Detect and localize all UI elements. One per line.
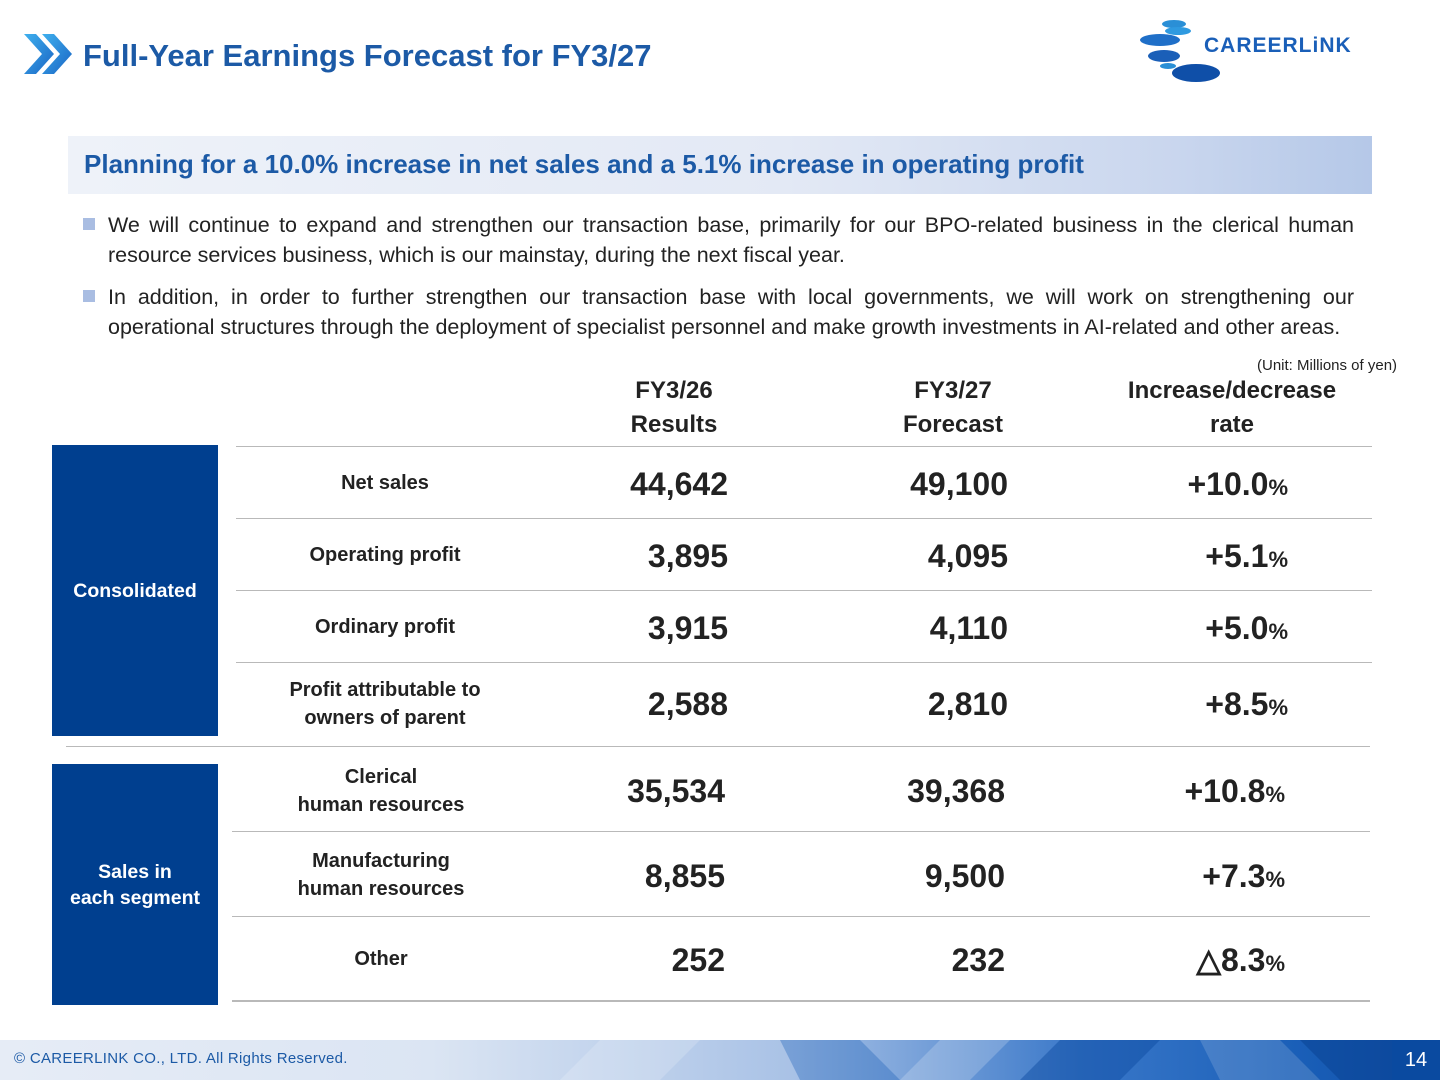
bullet-text-1: We will continue to expand and strengthe… [108,213,1354,267]
value-manufacturing-fy26: 8,855 [644,858,725,894]
row-label-net-sales: Net sales [341,471,429,494]
row-label-other: Other [354,948,408,970]
bullet-marker [83,290,95,302]
percent-sign: % [1265,951,1285,976]
value-other-fy26: 252 [671,942,725,978]
rate-operating-profit: +5.1% [1100,536,1288,580]
logo-wordmark: CAREERLiNK [1204,34,1352,57]
label-line: Manufacturing [312,849,450,872]
column-header-rate: Increase/decrease rate [1092,374,1372,442]
row-label-ordinary-profit: Ordinary profit [314,615,455,638]
rate-value: +10.8 [1184,773,1266,809]
value-operating-profit-fy27: 4,095 [927,538,1008,574]
rate-value: +5.1 [1205,538,1269,574]
table-rule [236,590,1372,591]
bullet-text-2: In addition, in order to further strengt… [108,285,1354,339]
label-line: Clerical [344,765,418,788]
column-header-line: FY3/27 [914,377,992,404]
double-chevron-icon [24,34,72,74]
table-rule [236,518,1372,519]
label-line: human resources [297,877,465,900]
table-rule [236,446,1372,447]
percent-sign: % [1268,475,1288,500]
column-header-line: FY3/26 [635,377,713,404]
value-net-sales-fy27: 49,100 [910,466,1008,502]
copyright-text: © CAREERLINK CO., LTD. All Rights Reserv… [14,1050,348,1067]
careerlink-logo: CAREERLiNK [1138,18,1378,88]
logo-icon [1140,20,1220,82]
table-rule [232,916,1370,917]
row-label-profit-attributable: Profit attributable to owners of parent [240,663,530,745]
label-line: human resources [297,793,465,816]
footer-bar [0,1040,1440,1080]
rate-value: +10.0 [1187,466,1269,502]
percent-sign: % [1268,619,1288,644]
rate-value: △8.3 [1196,942,1266,978]
rate-clerical: +10.8% [1097,771,1285,815]
rate-ordinary-profit: +5.0% [1100,608,1288,652]
rate-other: △8.3% [1097,940,1285,984]
value-clerical-fy27: 39,368 [907,773,1005,809]
consolidated-label: Consolidated [52,445,218,736]
row-label-operating-profit: Operating profit [309,543,461,566]
summary-headline: Planning for a 10.0% increase in net sal… [84,149,1084,179]
value-net-sales-fy26: 44,642 [630,466,728,502]
rate-profit-attributable: +8.5% [1100,684,1288,728]
value-manufacturing-fy27: 9,500 [924,858,1005,894]
percent-sign: % [1268,547,1288,572]
page-number: 14 [1392,1040,1440,1080]
section-divider [66,746,1370,747]
column-header-fy26: FY3/26 Results [574,374,774,442]
summary-band [68,136,1372,194]
segments-label: Sales in each segment [52,764,218,1005]
column-header-line: Results [630,411,718,438]
bullet-marker [83,218,95,230]
column-header-line: rate [1209,411,1255,438]
row-label-manufacturing: Manufacturing human resources [236,833,526,916]
rate-net-sales: +10.0% [1100,464,1288,508]
table-rule [232,831,1370,832]
value-ordinary-profit-fy26: 3,915 [647,610,728,646]
row-label-clerical: Clerical human resources [236,750,526,831]
value-operating-profit-fy26: 3,895 [647,538,728,574]
value-profit-attributable-fy26: 2,588 [647,686,728,722]
label-line: each segment [69,886,201,909]
page-title: Full-Year Earnings Forecast for FY3/27 [83,38,652,73]
label-line: Profit attributable to [289,679,481,701]
rate-value: +7.3 [1202,858,1266,894]
column-header-fy27: FY3/27 Forecast [853,374,1053,442]
footer-decoration [560,1040,1392,1080]
rate-value: +5.0 [1205,610,1269,646]
rate-value: +8.5 [1205,686,1269,722]
label-line: owners of parent [304,707,466,729]
label-line: Sales in [98,860,172,883]
column-header-line: Forecast [902,411,1004,438]
table-rule [236,662,1372,663]
percent-sign: % [1265,867,1285,892]
value-ordinary-profit-fy27: 4,110 [929,610,1008,646]
table-bottom-rule [232,1000,1370,1002]
column-header-line: Increase/decrease [1127,377,1337,404]
value-profit-attributable-fy27: 2,810 [927,686,1008,722]
unit-note: (Unit: Millions of yen) [1257,357,1398,374]
percent-sign: % [1265,782,1285,807]
value-clerical-fy26: 35,534 [627,773,725,809]
percent-sign: % [1268,695,1288,720]
value-other-fy27: 232 [951,942,1005,978]
rate-manufacturing: +7.3% [1097,856,1285,900]
